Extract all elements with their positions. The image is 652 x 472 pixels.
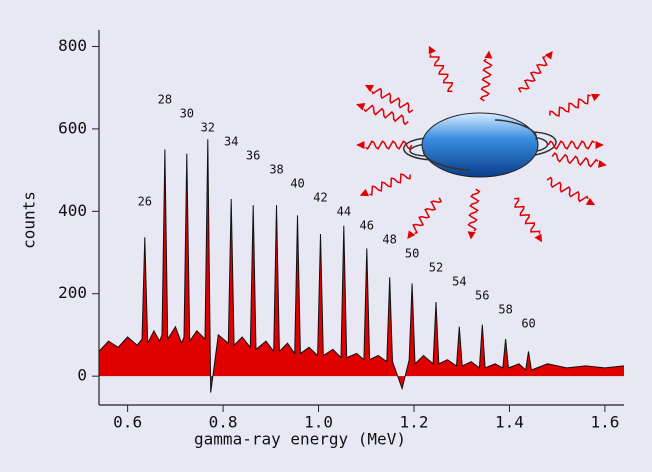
gamma-arrowhead [585,197,596,206]
y-tick-label: 0 [77,366,87,385]
gamma-ray [371,87,414,114]
peak-label: 50 [405,247,419,261]
gamma-ray [517,55,548,93]
peak-label: 36 [246,149,260,163]
gamma-ray [514,197,541,234]
gamma-arrowhead [359,188,370,197]
gamma-arrowhead [597,159,607,168]
rotation-arrow [494,119,537,141]
peak-label: 48 [382,233,396,247]
gamma-ray [429,54,454,93]
peak-label: 32 [201,121,215,135]
x-tick-label: 0.6 [113,413,142,432]
peak-label: 38 [269,163,283,177]
gamma-arrowhead [467,231,476,240]
nucleus-illustration [356,45,607,243]
peak-label: 58 [498,303,512,317]
gamma-arrowhead [484,50,493,59]
spectrum-line [98,139,625,393]
gamma-ray [546,176,589,203]
gamma-arrowhead [364,84,375,93]
gamma-ray [365,140,413,150]
y-axis-label: counts [20,191,39,249]
gamma-arrowhead [590,93,601,102]
nucleus [421,112,539,178]
peak-label: 30 [180,107,194,121]
gamma-arrowhead [356,141,365,149]
peak-label: 42 [313,191,327,205]
peak-label: 56 [475,289,489,303]
gamma-arrowhead [534,233,543,243]
y-tick-label: 200 [58,283,87,302]
x-tick-label: 1.6 [590,413,619,432]
peak-label: 52 [429,261,443,275]
y-tick-label: 400 [58,201,87,220]
gamma-ray [363,104,409,126]
peak-label: 28 [158,93,172,107]
gamma-ray [412,197,443,235]
gamma-arrowhead [544,51,553,60]
gamma-ray [369,173,411,196]
rotation-arrow [423,149,471,171]
gamma-arrowhead [595,141,604,149]
peak-label: 34 [224,135,238,149]
gamma-ray [547,140,595,150]
x-axis-label: gamma-ray energy (MeV) [194,430,406,449]
peak-label: 26 [138,195,152,209]
gamma-arrowhead [428,45,437,55]
peak-label: 40 [290,177,304,191]
gamma-ray [551,151,599,168]
peak-label: 54 [452,275,466,289]
peak-label: 46 [360,219,374,233]
x-tick-label: 1.0 [304,413,333,432]
plot-area: 0 200 400 600 800 0.6 0.8 1.0 1.2 1.4 1.6 26 28 30 32 3… [58,30,625,432]
gamma-ray [549,94,591,117]
gamma-ray [467,188,481,232]
gamma-arrowhead [356,103,366,111]
x-tick-label: 0.8 [209,413,238,432]
gamma-arrowhead [407,230,416,239]
peak-label: 44 [337,205,351,219]
gamma-ray [479,58,493,102]
y-tick-label: 600 [58,118,87,137]
x-tick-label: 1.2 [400,413,429,432]
y-tick-label: 800 [58,36,87,55]
spectrum-area [99,139,624,393]
peak-label: 60 [521,317,535,331]
x-tick-label: 1.4 [495,413,524,432]
